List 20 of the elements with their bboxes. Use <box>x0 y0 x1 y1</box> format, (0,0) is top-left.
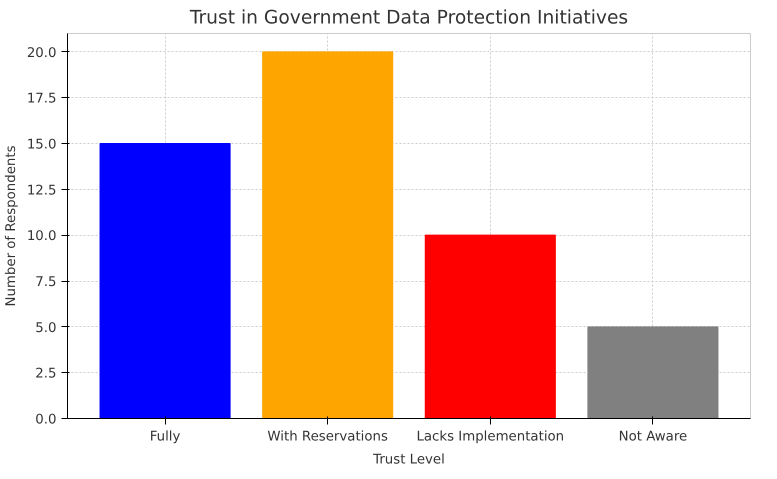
y-tick-label: 15.0 <box>26 138 57 152</box>
y-tick-label: 17.5 <box>26 92 57 107</box>
y-tick-label: 12.5 <box>26 183 57 198</box>
x-axis-title: Trust Level <box>372 452 445 468</box>
y-tick-label: 7.5 <box>35 275 57 290</box>
y-axis-title: Number of Respondents <box>4 145 19 306</box>
bar <box>100 143 231 418</box>
bar <box>262 51 394 418</box>
y-tick-label: 10.0 <box>26 229 57 244</box>
chart-title: Trust in Government Data Protection Initiatives <box>188 8 628 28</box>
y-tick-label: 5.0 <box>35 320 57 336</box>
x-tick-label: With Reservations <box>267 430 388 444</box>
x-tick-label: Not Aware <box>618 430 688 444</box>
y-tick-label: 0.0 <box>35 412 57 428</box>
y-tick-label: 2.5 <box>35 366 57 382</box>
x-tick-label: Lacks Implementation <box>416 430 564 444</box>
bar <box>424 234 556 418</box>
bar <box>587 326 718 418</box>
x-tick-label: Fully <box>150 430 181 444</box>
y-tick-label: 20.0 <box>26 46 57 61</box>
